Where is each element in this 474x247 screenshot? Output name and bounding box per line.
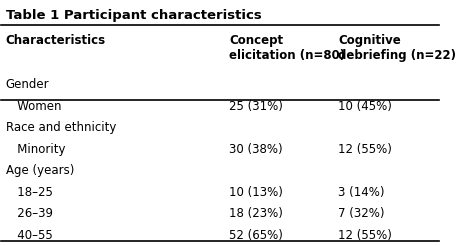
Text: Concept
elicitation (n=80): Concept elicitation (n=80) [229, 34, 345, 62]
Text: 40–55: 40–55 [6, 229, 53, 242]
Text: 10 (13%): 10 (13%) [229, 186, 283, 199]
Text: Women: Women [6, 100, 61, 113]
Text: Cognitive
debriefing (n=22): Cognitive debriefing (n=22) [338, 34, 456, 62]
Text: 12 (55%): 12 (55%) [338, 229, 392, 242]
Text: Age (years): Age (years) [6, 164, 74, 177]
Text: 25 (31%): 25 (31%) [229, 100, 283, 113]
Text: 26–39: 26–39 [6, 207, 53, 220]
Text: Characteristics: Characteristics [6, 34, 106, 47]
Text: 52 (65%): 52 (65%) [229, 229, 283, 242]
Text: Race and ethnicity: Race and ethnicity [6, 121, 116, 134]
Text: 10 (45%): 10 (45%) [338, 100, 392, 113]
Text: Gender: Gender [6, 78, 49, 91]
Text: 30 (38%): 30 (38%) [229, 143, 283, 156]
Text: Minority: Minority [6, 143, 65, 156]
Text: Table 1 Participant characteristics: Table 1 Participant characteristics [6, 9, 262, 22]
Text: 18–25: 18–25 [6, 186, 53, 199]
Text: 7 (32%): 7 (32%) [338, 207, 385, 220]
Text: 18 (23%): 18 (23%) [229, 207, 283, 220]
Text: 3 (14%): 3 (14%) [338, 186, 385, 199]
Text: 12 (55%): 12 (55%) [338, 143, 392, 156]
